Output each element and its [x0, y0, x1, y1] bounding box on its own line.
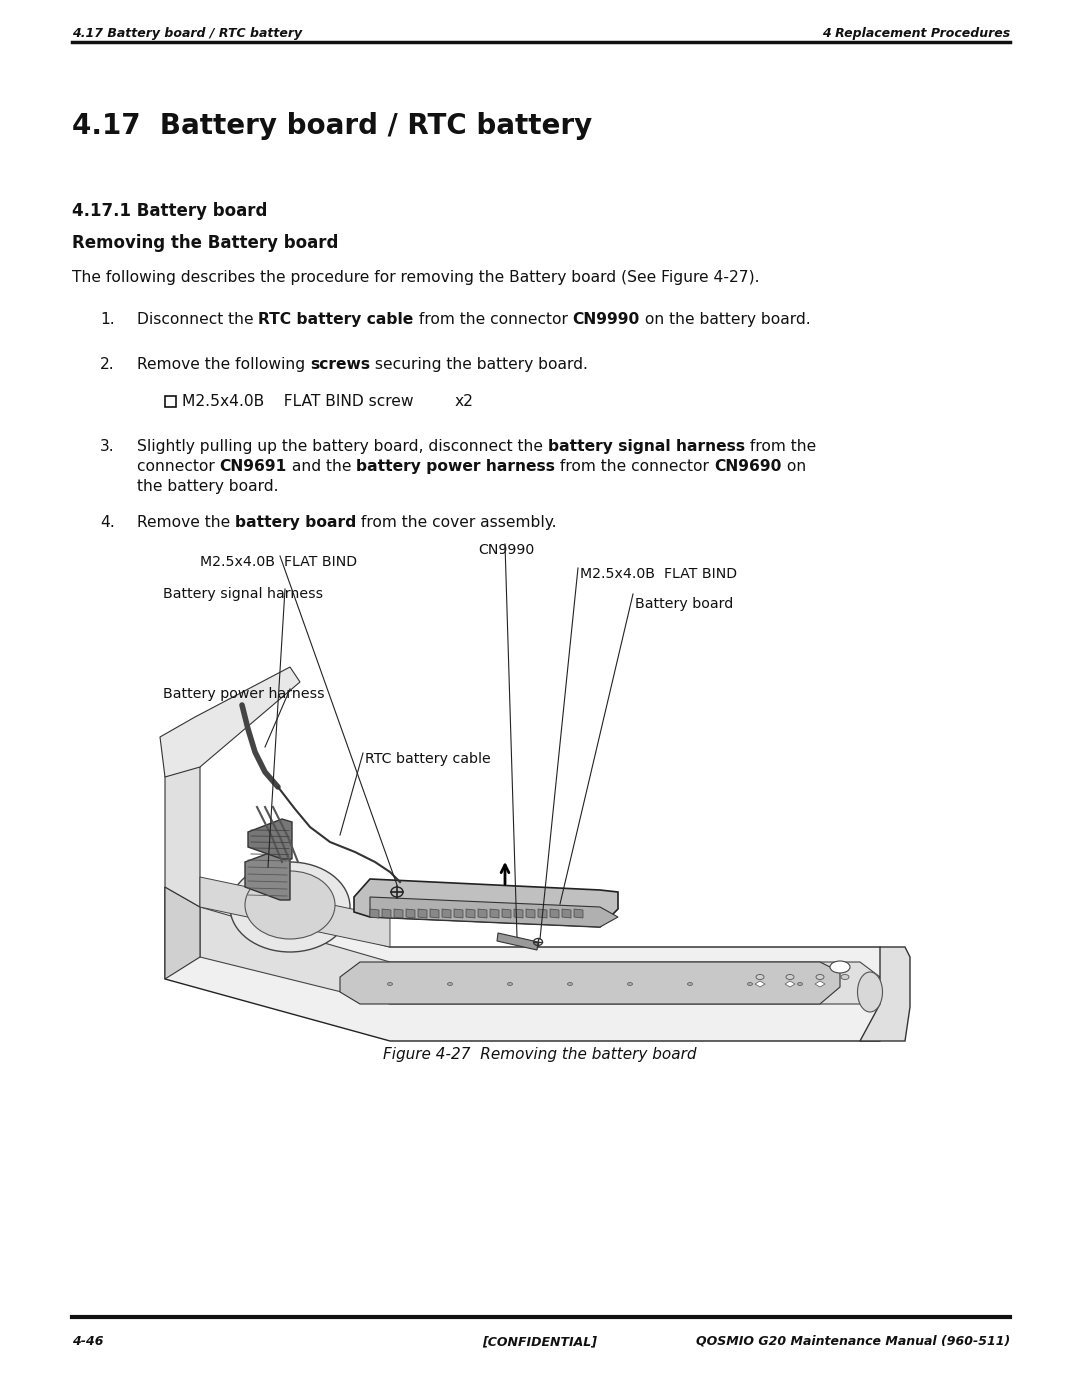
Polygon shape	[526, 909, 535, 918]
Ellipse shape	[841, 975, 849, 979]
Text: [CONFIDENTIAL]: [CONFIDENTIAL]	[483, 1336, 597, 1348]
Polygon shape	[418, 909, 427, 918]
Text: QOSMIO G20 Maintenance Manual (960-511): QOSMIO G20 Maintenance Manual (960-511)	[696, 1336, 1010, 1348]
Text: Battery power harness: Battery power harness	[163, 687, 325, 701]
Text: 4-46: 4-46	[72, 1336, 104, 1348]
Ellipse shape	[627, 982, 633, 985]
Text: on: on	[782, 460, 806, 474]
Polygon shape	[200, 877, 390, 947]
Polygon shape	[514, 909, 523, 918]
Ellipse shape	[747, 982, 753, 985]
Polygon shape	[562, 909, 571, 918]
Text: the battery board.: the battery board.	[137, 479, 279, 495]
Text: 2.: 2.	[100, 358, 114, 372]
Text: Removing the Battery board: Removing the Battery board	[72, 235, 338, 251]
Text: screws: screws	[310, 358, 370, 372]
Ellipse shape	[858, 972, 882, 1011]
Text: CN9990: CN9990	[572, 312, 639, 327]
Ellipse shape	[756, 975, 764, 979]
Polygon shape	[340, 963, 840, 1004]
Polygon shape	[860, 947, 910, 1041]
Polygon shape	[550, 909, 559, 918]
Polygon shape	[490, 909, 499, 918]
Polygon shape	[200, 907, 880, 1004]
Ellipse shape	[230, 862, 350, 951]
Polygon shape	[497, 933, 538, 950]
Text: 4.: 4.	[100, 515, 114, 529]
Text: M2.5x4.0B  FLAT BIND: M2.5x4.0B FLAT BIND	[580, 567, 738, 581]
Ellipse shape	[447, 982, 453, 985]
Polygon shape	[160, 666, 300, 777]
Text: Figure 4-27  Removing the battery board: Figure 4-27 Removing the battery board	[383, 1046, 697, 1062]
Text: The following describes the procedure for removing the Battery board (See Figure: The following describes the procedure fo…	[72, 270, 759, 285]
Polygon shape	[538, 909, 546, 918]
Text: battery power harness: battery power harness	[356, 460, 555, 474]
Polygon shape	[785, 981, 795, 988]
Text: CN9690: CN9690	[714, 460, 782, 474]
Text: 4.17.1 Battery board: 4.17.1 Battery board	[72, 203, 268, 219]
Ellipse shape	[388, 982, 392, 985]
Polygon shape	[815, 981, 825, 988]
Polygon shape	[502, 909, 511, 918]
Polygon shape	[382, 909, 391, 918]
Text: CN9990: CN9990	[478, 543, 535, 557]
Text: from the connector: from the connector	[555, 460, 714, 474]
Text: RTC battery cable: RTC battery cable	[365, 752, 490, 766]
Polygon shape	[245, 849, 291, 900]
Text: Remove the following: Remove the following	[137, 358, 310, 372]
Text: Battery board: Battery board	[635, 597, 733, 610]
Text: 4.17  Battery board / RTC battery: 4.17 Battery board / RTC battery	[72, 112, 592, 140]
Text: securing the battery board.: securing the battery board.	[370, 358, 588, 372]
FancyBboxPatch shape	[165, 395, 176, 407]
Text: 1.: 1.	[100, 312, 114, 327]
Text: 4.17 Battery board / RTC battery: 4.17 Battery board / RTC battery	[72, 27, 302, 41]
Text: on the battery board.: on the battery board.	[639, 312, 810, 327]
Text: CN9691: CN9691	[219, 460, 287, 474]
Text: and the: and the	[287, 460, 356, 474]
Text: Remove the: Remove the	[137, 515, 235, 529]
Ellipse shape	[797, 982, 802, 985]
Polygon shape	[465, 909, 475, 918]
Ellipse shape	[508, 982, 513, 985]
Ellipse shape	[567, 982, 572, 985]
Polygon shape	[430, 909, 438, 918]
Text: Disconnect the: Disconnect the	[137, 312, 258, 327]
Polygon shape	[354, 879, 618, 928]
Text: Slightly pulling up the battery board, disconnect the: Slightly pulling up the battery board, d…	[137, 439, 548, 454]
Ellipse shape	[245, 870, 335, 939]
Text: M2.5x4.0B    FLAT BIND screw: M2.5x4.0B FLAT BIND screw	[183, 394, 414, 409]
Ellipse shape	[786, 975, 794, 979]
Polygon shape	[454, 909, 463, 918]
Polygon shape	[406, 909, 415, 918]
Text: connector: connector	[137, 460, 219, 474]
Ellipse shape	[816, 975, 824, 979]
Text: x2: x2	[455, 394, 474, 409]
Ellipse shape	[688, 982, 692, 985]
Text: 4 Replacement Procedures: 4 Replacement Procedures	[822, 27, 1010, 41]
Text: from the cover assembly.: from the cover assembly.	[356, 515, 557, 529]
Ellipse shape	[831, 961, 850, 972]
Polygon shape	[478, 909, 487, 918]
Polygon shape	[370, 897, 618, 928]
Polygon shape	[573, 909, 583, 918]
Text: from the connector: from the connector	[414, 312, 572, 327]
Polygon shape	[755, 981, 765, 988]
Polygon shape	[442, 909, 451, 918]
Text: M2.5x4.0B  FLAT BIND: M2.5x4.0B FLAT BIND	[200, 555, 357, 569]
Text: from the: from the	[745, 439, 816, 454]
Polygon shape	[394, 909, 403, 918]
Text: battery signal harness: battery signal harness	[548, 439, 745, 454]
Polygon shape	[248, 819, 292, 859]
Text: battery board: battery board	[235, 515, 356, 529]
Text: RTC battery cable: RTC battery cable	[258, 312, 414, 327]
Polygon shape	[165, 887, 200, 979]
Polygon shape	[165, 757, 200, 907]
Text: 3.: 3.	[100, 439, 114, 454]
Polygon shape	[165, 887, 905, 1041]
Polygon shape	[370, 909, 379, 918]
Text: Battery signal harness: Battery signal harness	[163, 587, 323, 601]
